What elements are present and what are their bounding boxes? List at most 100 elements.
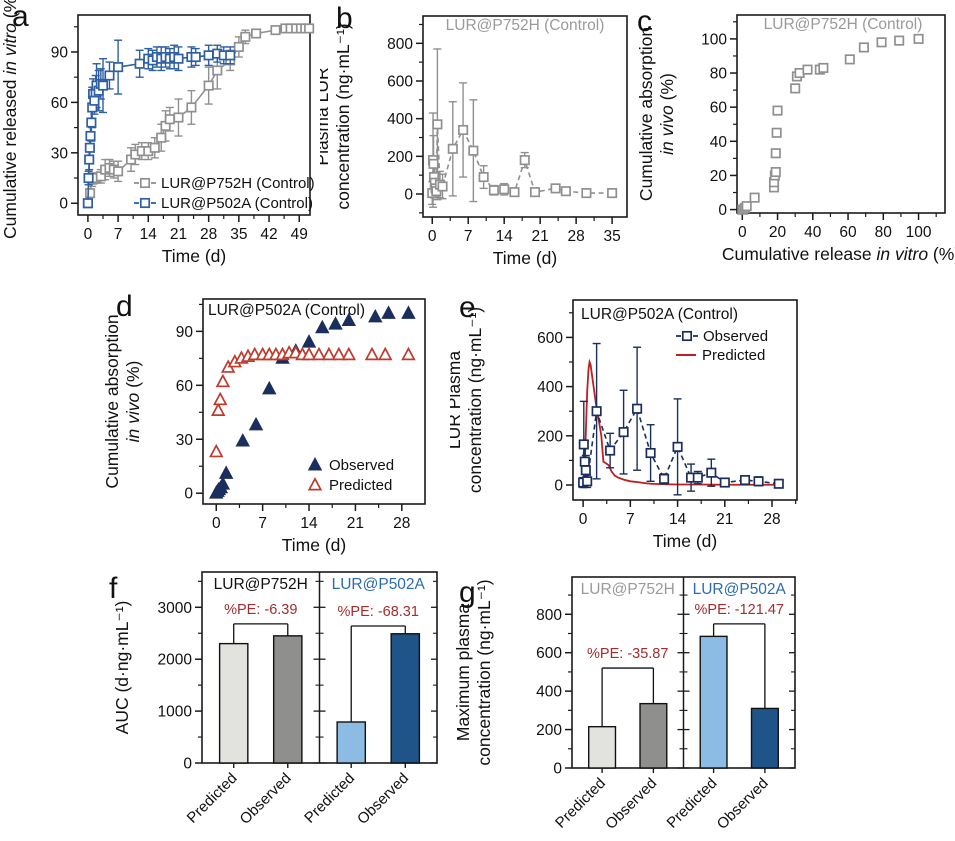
panel-e-svg: 0 7 14 21 28 0 200 400 600 LUR Plasma concentratio… xyxy=(444,299,798,551)
svg-text:LUR@P752H (Control): LUR@P752H (Control) xyxy=(161,175,315,192)
panel-c-chart: 0 20 40 60 80 100 0 20 40 60 80 100 Cumulative absor… xyxy=(630,0,955,280)
svg-text:40: 40 xyxy=(804,224,822,241)
svg-text:400: 400 xyxy=(387,111,413,128)
svg-text:%PE: -68.31: %PE: -68.31 xyxy=(338,604,419,620)
svg-text:3000: 3000 xyxy=(158,600,193,617)
svg-text:800: 800 xyxy=(536,607,562,624)
svg-text:20: 20 xyxy=(769,224,787,241)
svg-text:21: 21 xyxy=(347,515,364,532)
panel-g-svg: 0 200 400 600 800 Maximum plasma concentration… xyxy=(453,576,796,833)
svg-text:Observed: Observed xyxy=(354,770,412,828)
svg-text:0: 0 xyxy=(579,511,588,528)
svg-text:Predicted: Predicted xyxy=(552,775,609,832)
svg-text:7: 7 xyxy=(626,511,635,528)
panel-label-b: b xyxy=(336,2,353,35)
svg-text:AUC (d·ng·mL⁻¹): AUC (d·ng·mL⁻¹) xyxy=(112,601,132,735)
svg-text:LUR@P502A (Control): LUR@P502A (Control) xyxy=(208,302,365,319)
svg-text:LUR@P752H: LUR@P752H xyxy=(581,581,675,598)
svg-text:7: 7 xyxy=(464,228,473,245)
panel-d-chart: 0 7 14 21 28 0 30 60 90 Cumulative absorption in v… xyxy=(100,280,440,560)
svg-text:200: 200 xyxy=(536,722,562,739)
svg-text:400: 400 xyxy=(536,684,562,701)
svg-text:concentration (ng·mL⁻¹): concentration (ng·mL⁻¹) xyxy=(465,307,485,493)
svg-text:Cumulative released in vitro (: Cumulative released in vitro (%) xyxy=(0,0,20,239)
svg-text:Time (d): Time (d) xyxy=(282,535,347,555)
svg-text:0: 0 xyxy=(553,761,562,778)
svg-text:49: 49 xyxy=(291,226,308,243)
svg-text:%PE: -121.47: %PE: -121.47 xyxy=(695,602,784,618)
panel-b-chart: 0 7 14 21 28 35 0 200 400 600 800 Plasma LUR concent… xyxy=(312,0,640,280)
svg-text:Observed: Observed xyxy=(714,775,772,833)
panel-label-a: a xyxy=(12,0,29,33)
svg-text:30: 30 xyxy=(176,432,194,449)
svg-text:0: 0 xyxy=(184,486,193,503)
svg-text:600: 600 xyxy=(536,645,562,662)
svg-text:7: 7 xyxy=(258,515,267,532)
svg-text:LUR@P752H (Control): LUR@P752H (Control) xyxy=(446,17,605,34)
svg-text:21: 21 xyxy=(716,511,733,528)
panel-g-chart: 0 200 400 600 800 Maximum plasma concentration… xyxy=(453,555,845,841)
svg-text:7: 7 xyxy=(114,226,123,243)
svg-text:Predicted: Predicted xyxy=(184,770,241,827)
svg-text:0: 0 xyxy=(84,226,93,243)
panel-a-svg: 0 7 14 21 28 35 42 49 0 30 60 90 Cumulative released… xyxy=(0,0,315,266)
svg-text:Observed: Observed xyxy=(602,775,660,833)
svg-text:21: 21 xyxy=(532,228,549,245)
svg-text:%PE: -35.87: %PE: -35.87 xyxy=(587,646,668,662)
svg-text:LUR Plasma: LUR Plasma xyxy=(450,351,464,449)
svg-text:42: 42 xyxy=(260,226,277,243)
panel-b-svg: 0 7 14 21 28 35 0 200 400 600 800 Plasma LUR concent… xyxy=(312,15,628,268)
svg-text:90: 90 xyxy=(51,44,69,61)
svg-text:14: 14 xyxy=(140,226,158,243)
svg-text:Time (d): Time (d) xyxy=(493,248,558,268)
svg-text:60: 60 xyxy=(51,95,69,112)
svg-text:LUR@P502A (Control): LUR@P502A (Control) xyxy=(581,306,738,323)
panel-c-svg: 0 20 40 60 80 100 0 20 40 60 80 100 Cumulative absor… xyxy=(636,14,955,264)
svg-text:0: 0 xyxy=(59,196,68,213)
svg-text:0: 0 xyxy=(718,202,727,219)
svg-text:400: 400 xyxy=(537,379,563,396)
svg-text:concentration (ng·mL⁻¹): concentration (ng·mL⁻¹) xyxy=(333,23,353,209)
svg-text:30: 30 xyxy=(51,145,69,162)
panel-label-e: e xyxy=(459,291,476,324)
svg-text:2000: 2000 xyxy=(158,652,193,669)
panel-e-chart: 0 7 14 21 28 0 200 400 600 LUR Plasma concentratio… xyxy=(444,280,840,560)
panel-a-chart: 0 7 14 21 28 35 42 49 0 30 60 90 Cumulative released… xyxy=(0,0,320,280)
svg-text:90: 90 xyxy=(176,324,194,341)
svg-text:Predicted: Predicted xyxy=(702,347,765,364)
svg-text:100: 100 xyxy=(906,224,932,241)
svg-text:100: 100 xyxy=(701,31,727,48)
svg-text:Predicted: Predicted xyxy=(664,775,721,832)
svg-text:20: 20 xyxy=(710,168,728,185)
svg-text:28: 28 xyxy=(568,228,585,245)
svg-text:Observed: Observed xyxy=(237,770,295,828)
svg-text:in vivo (%): in vivo (%) xyxy=(123,361,143,443)
svg-text:Time (d): Time (d) xyxy=(162,246,227,266)
svg-text:200: 200 xyxy=(537,428,563,445)
svg-text:60: 60 xyxy=(176,378,194,395)
svg-text:21: 21 xyxy=(170,226,187,243)
svg-text:Maximum plasma: Maximum plasma xyxy=(455,604,473,741)
svg-text:28: 28 xyxy=(200,226,217,243)
svg-text:14: 14 xyxy=(300,515,318,532)
svg-text:1000: 1000 xyxy=(158,704,193,721)
svg-text:14: 14 xyxy=(669,511,687,528)
svg-text:%PE: -6.39: %PE: -6.39 xyxy=(224,602,297,618)
panel-label-f: f xyxy=(109,572,118,605)
svg-text:0: 0 xyxy=(212,515,221,532)
svg-text:60: 60 xyxy=(839,224,857,241)
svg-text:35: 35 xyxy=(603,228,620,245)
svg-text:80: 80 xyxy=(710,66,728,83)
panel-label-c: c xyxy=(637,5,652,38)
svg-text:LUR@P752H (Control): LUR@P752H (Control) xyxy=(764,16,923,33)
svg-text:80: 80 xyxy=(875,224,893,241)
svg-text:800: 800 xyxy=(387,36,413,53)
svg-text:600: 600 xyxy=(387,73,413,90)
svg-text:Cumulative release in vitro (%: Cumulative release in vitro (%) xyxy=(722,244,955,264)
svg-text:0: 0 xyxy=(404,187,413,204)
svg-text:Observed: Observed xyxy=(703,328,768,345)
svg-text:35: 35 xyxy=(230,226,247,243)
svg-text:0: 0 xyxy=(428,228,437,245)
svg-text:LUR@P502A: LUR@P502A xyxy=(332,576,426,593)
